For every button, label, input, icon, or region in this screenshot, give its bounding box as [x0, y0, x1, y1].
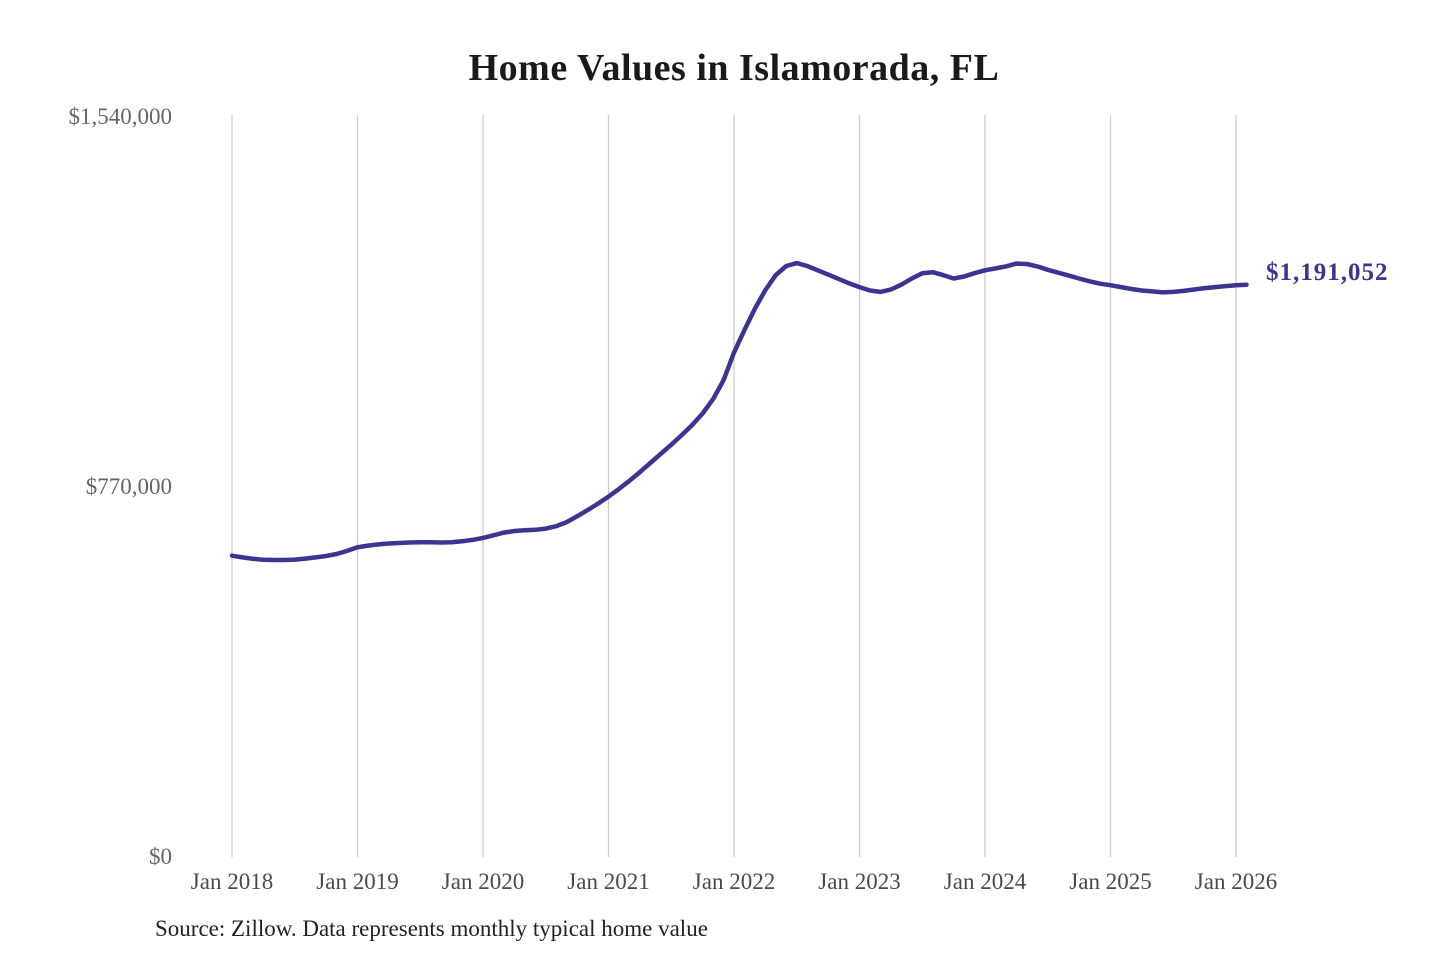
home-value-line: [229, 260, 1249, 563]
source-note: Source: Zillow. Data represents monthly …: [155, 916, 708, 941]
latest-value-label: $1,191,052: [1266, 259, 1389, 286]
y-tick-label: $1,540,000: [68, 104, 173, 129]
x-tick-label: Jan 2024: [943, 869, 1027, 894]
x-tick-label: Jan 2025: [1069, 869, 1152, 894]
y-tick-label: $0: [149, 844, 172, 869]
x-tick-label: Jan 2023: [818, 869, 901, 894]
y-tick-label: $770,000: [85, 474, 172, 499]
x-tick-label: Jan 2018: [190, 869, 274, 894]
x-tick-label: Jan 2021: [567, 869, 650, 894]
gridlines-group: [231, 115, 1237, 857]
x-tick-label: Jan 2022: [692, 869, 776, 894]
x-tick-label: Jan 2020: [441, 869, 525, 894]
x-tick-label: Jan 2026: [1194, 869, 1278, 894]
x-tick-label: Jan 2019: [316, 869, 399, 894]
chart-title: Home Values in Islamorada, FL: [468, 47, 1000, 89]
